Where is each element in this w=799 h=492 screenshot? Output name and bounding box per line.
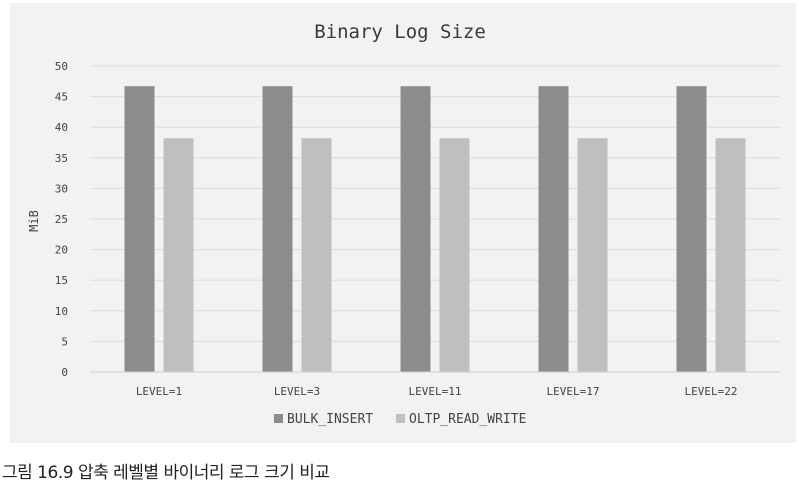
y-tick-label: 20: [55, 244, 68, 257]
x-tick-label: LEVEL=11: [409, 385, 462, 398]
x-tick-label: LEVEL=3: [274, 385, 320, 398]
y-tick-label: 45: [55, 91, 68, 104]
y-tick-label: 40: [55, 121, 68, 134]
bar-bulk-insert: [676, 86, 707, 373]
y-tick-label: 35: [55, 152, 68, 165]
chart-frame: Binary Log Size 0 5 10 15 20 25 30 35 40 45 50 MiB…: [10, 3, 796, 443]
bar-bulk-insert: [400, 86, 431, 373]
x-tick-label: LEVEL=1: [136, 385, 182, 398]
bars: [124, 86, 746, 373]
legend-label: BULK_INSERT: [287, 412, 373, 427]
bar-bulk-insert: [262, 86, 293, 373]
bar-bulk-insert: [538, 86, 569, 373]
y-tick-label: 50: [55, 60, 68, 73]
legend: BULK_INSERT OLTP_READ_WRITE: [274, 412, 526, 427]
legend-swatch: [274, 414, 283, 423]
x-tick-label: LEVEL=22: [685, 385, 738, 398]
y-tick-label: 25: [55, 213, 68, 226]
chart-svg: Binary Log Size 0 5 10 15 20 25 30 35 40 45 50 MiB…: [27, 21, 780, 427]
y-tick-label: 10: [55, 305, 68, 318]
bar-oltp-read-write: [577, 138, 608, 372]
bar-oltp-read-write: [301, 138, 332, 372]
gridlines: [90, 65, 780, 342]
chart-title: Binary Log Size: [314, 21, 486, 43]
legend-label: OLTP_READ_WRITE: [409, 412, 526, 427]
bar-oltp-read-write: [163, 138, 194, 372]
y-tick-label: 5: [61, 335, 68, 348]
bar-oltp-read-write: [715, 138, 746, 372]
y-tick-label: 15: [55, 274, 68, 287]
y-axis-label: MiB: [27, 210, 41, 232]
y-axis-ticks: 0 5 10 15 20 25 30 35 40 45 50: [55, 60, 68, 379]
bar-oltp-read-write: [439, 138, 470, 372]
bar-bulk-insert: [124, 86, 155, 373]
y-tick-label: 30: [55, 182, 68, 195]
figure-caption: 그림 16.9 압축 레벨별 바이너리 로그 크기 비교: [2, 463, 330, 483]
x-axis-ticks: LEVEL=1 LEVEL=3 LEVEL=11 LEVEL=17 LEVEL=22: [136, 385, 738, 398]
legend-swatch: [396, 414, 405, 423]
x-tick-label: LEVEL=17: [547, 385, 600, 398]
y-tick-label: 0: [61, 366, 68, 379]
